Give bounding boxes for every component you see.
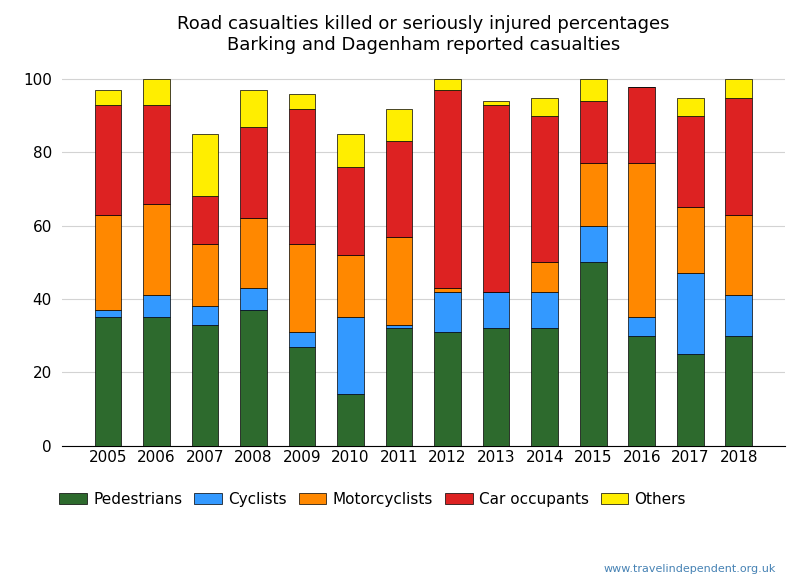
Bar (628, 86, 655, 164)
Bar (143, 204, 170, 295)
Bar (677, 354, 703, 445)
Bar (434, 332, 461, 445)
Bar (628, 317, 655, 336)
Bar (94, 310, 122, 317)
Bar (677, 273, 703, 354)
Bar (434, 79, 461, 90)
Bar (289, 347, 315, 445)
Bar (192, 325, 218, 445)
Bar (726, 215, 752, 295)
Bar (94, 90, 122, 105)
Bar (240, 310, 267, 445)
Bar (434, 292, 461, 332)
Bar (580, 164, 606, 226)
Bar (386, 108, 413, 142)
Bar (338, 134, 364, 167)
Bar (143, 105, 170, 204)
Bar (143, 295, 170, 317)
Bar (240, 127, 267, 219)
Bar (94, 105, 122, 215)
Bar (192, 306, 218, 325)
Bar (386, 325, 413, 328)
Bar (289, 244, 315, 332)
Bar (677, 116, 703, 208)
Bar (726, 79, 752, 97)
Bar (94, 317, 122, 445)
Bar (726, 295, 752, 336)
Bar (580, 226, 606, 262)
Bar (531, 292, 558, 328)
Bar (143, 79, 170, 105)
Bar (482, 101, 510, 105)
Bar (338, 394, 364, 445)
Bar (628, 336, 655, 445)
Bar (386, 142, 413, 237)
Bar (192, 244, 218, 306)
Bar (531, 97, 558, 116)
Bar (338, 255, 364, 317)
Bar (434, 90, 461, 288)
Bar (482, 292, 510, 328)
Legend: Pedestrians, Cyclists, Motorcyclists, Car occupants, Others: Pedestrians, Cyclists, Motorcyclists, Ca… (59, 492, 686, 506)
Bar (143, 317, 170, 445)
Bar (482, 328, 510, 445)
Bar (482, 105, 510, 292)
Bar (677, 97, 703, 116)
Bar (192, 134, 218, 197)
Text: www.travelindependent.org.uk: www.travelindependent.org.uk (604, 564, 776, 574)
Bar (240, 90, 267, 127)
Bar (240, 219, 267, 288)
Bar (338, 167, 364, 255)
Bar (726, 336, 752, 445)
Bar (289, 108, 315, 244)
Bar (531, 262, 558, 292)
Bar (386, 237, 413, 325)
Bar (240, 288, 267, 310)
Bar (338, 317, 364, 394)
Bar (289, 94, 315, 108)
Bar (677, 208, 703, 273)
Bar (289, 332, 315, 347)
Bar (531, 328, 558, 445)
Bar (192, 197, 218, 244)
Bar (580, 79, 606, 101)
Bar (386, 328, 413, 445)
Bar (628, 164, 655, 317)
Bar (531, 116, 558, 262)
Bar (726, 97, 752, 215)
Bar (580, 262, 606, 445)
Title: Road casualties killed or seriously injured percentages
Barking and Dagenham rep: Road casualties killed or seriously inju… (177, 15, 670, 54)
Bar (94, 215, 122, 310)
Bar (434, 288, 461, 292)
Bar (580, 101, 606, 164)
